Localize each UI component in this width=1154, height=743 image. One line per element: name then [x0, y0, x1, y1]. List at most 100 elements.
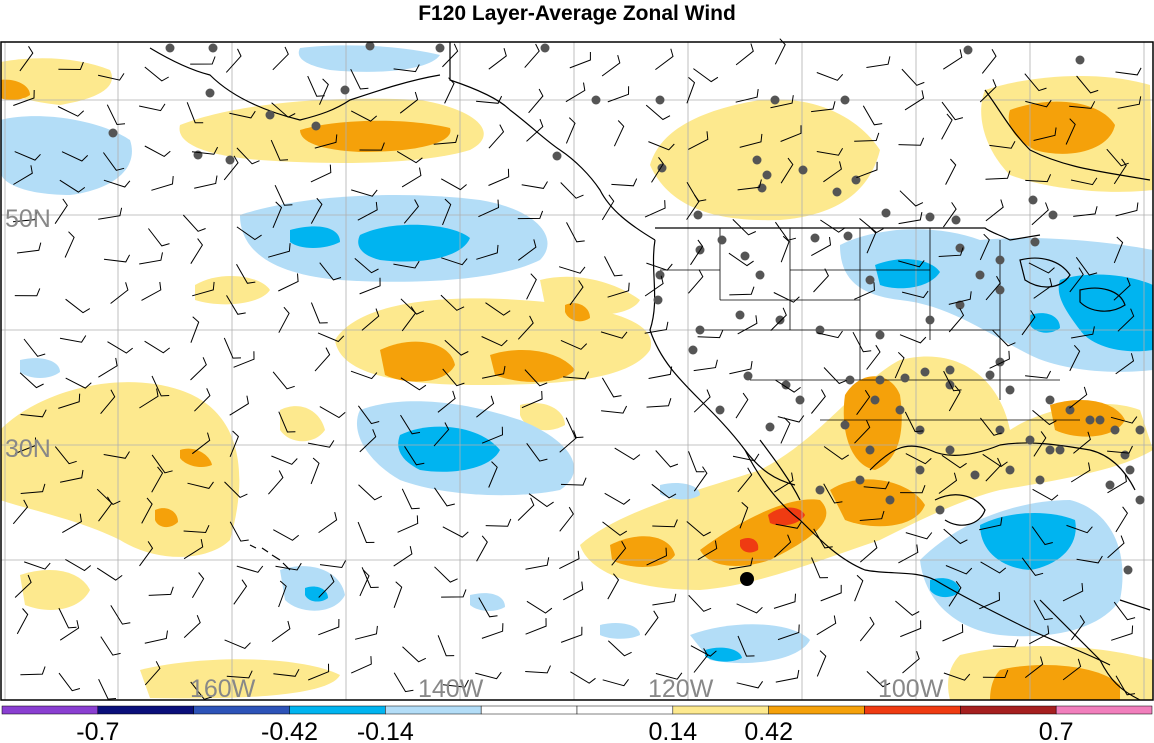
wind-barb	[138, 103, 166, 112]
wind-barb	[1062, 583, 1084, 602]
wind-barb	[224, 481, 248, 498]
station-dot	[995, 255, 1005, 265]
wind-barb	[894, 351, 905, 379]
wind-barb	[236, 226, 262, 241]
wind-barb	[274, 184, 293, 206]
wind-barb	[1024, 73, 1047, 92]
wind-barb	[278, 411, 296, 433]
station-dot	[920, 367, 930, 377]
wind-barb	[859, 218, 884, 234]
wind-barb	[524, 369, 548, 387]
contour-orange-11	[990, 665, 1120, 700]
wind-barb	[141, 497, 153, 524]
wind-barb	[488, 124, 505, 149]
wind-barb	[900, 485, 926, 494]
wind-barb	[780, 235, 790, 263]
station-dot	[875, 330, 885, 340]
wind-barb	[361, 567, 379, 589]
wind-barb	[856, 161, 878, 179]
wind-barb	[1071, 326, 1095, 339]
wind-barb	[604, 256, 623, 277]
wind-barb	[948, 307, 965, 333]
station-dot	[1120, 450, 1130, 460]
wind-barb	[434, 487, 455, 507]
wind-barb	[393, 672, 414, 693]
wind-barb	[229, 110, 256, 119]
wind-barb	[442, 198, 452, 226]
wind-barb	[737, 315, 758, 335]
station-dot	[975, 270, 985, 280]
wind-barb	[233, 351, 255, 368]
wind-barb	[1062, 658, 1082, 681]
wind-barb	[106, 104, 126, 126]
wind-barb	[357, 521, 375, 544]
wind-barb	[319, 406, 346, 419]
colorbar-tick-label: 0.14	[648, 718, 697, 743]
highlighted-point	[740, 572, 754, 586]
wind-barb	[488, 168, 510, 186]
wind-barb	[1073, 431, 1091, 454]
wind-barb	[13, 165, 33, 185]
wind-barb	[1113, 236, 1124, 264]
contour-blue-3	[398, 426, 500, 472]
wind-barb	[526, 119, 544, 142]
wind-barb	[1115, 506, 1129, 533]
wind-barb	[19, 46, 34, 72]
wind-barb	[645, 104, 671, 121]
hudson-coast	[984, 89, 1151, 181]
wind-barb	[1021, 557, 1044, 576]
wind-barb	[12, 211, 38, 223]
wind-barb	[898, 137, 925, 146]
contour-red-2	[740, 538, 759, 553]
wind-barb	[774, 534, 792, 558]
wind-barb	[314, 134, 338, 149]
lat-label-50n: 50N	[5, 205, 51, 233]
station-dot	[945, 365, 955, 375]
station-dot	[435, 43, 445, 53]
wind-barb	[648, 141, 675, 151]
great-lakes	[1019, 257, 1126, 312]
hawaii	[249, 544, 291, 571]
wind-barb	[948, 581, 962, 607]
wind-barb	[1024, 656, 1044, 678]
wind-barb	[1107, 473, 1127, 494]
wind-barb	[1032, 410, 1057, 426]
station-dot	[1025, 435, 1035, 445]
contour-positive-10	[20, 570, 90, 610]
wind-barb	[526, 443, 548, 462]
colorbar-tick-label: -0.7	[76, 718, 119, 743]
station-dot	[165, 43, 175, 53]
wind-barb	[644, 200, 666, 218]
wind-barb	[65, 377, 92, 389]
wind-barb	[103, 254, 131, 263]
wind-barb	[401, 167, 422, 188]
wind-barb	[866, 56, 891, 68]
station-dot	[845, 375, 855, 385]
station-dot	[900, 373, 910, 383]
wind-barb	[905, 453, 932, 465]
wind-barb	[278, 580, 287, 608]
wind-barb	[350, 370, 378, 380]
lon-label-140w: 140W	[418, 675, 484, 703]
station-dot	[935, 505, 945, 515]
wind-barb	[310, 197, 323, 224]
wind-barb	[481, 365, 506, 379]
station-dot	[655, 270, 665, 280]
station-dot	[755, 270, 765, 280]
wind-barb	[100, 389, 116, 415]
station-dot	[840, 95, 850, 105]
wind-barb	[602, 679, 630, 687]
station-dot	[885, 495, 895, 505]
wind-barb	[989, 350, 1010, 369]
station-dot	[1075, 55, 1085, 65]
wind-barb	[559, 550, 580, 570]
wind-barb	[194, 175, 218, 189]
station-dot	[865, 445, 875, 455]
wind-barb	[820, 584, 842, 602]
station-dot	[1048, 210, 1058, 220]
wind-barb	[945, 565, 973, 575]
wind-barb	[233, 579, 248, 605]
wind-barb	[192, 281, 215, 297]
wind-barb	[601, 377, 622, 398]
wind-barb	[816, 650, 827, 677]
